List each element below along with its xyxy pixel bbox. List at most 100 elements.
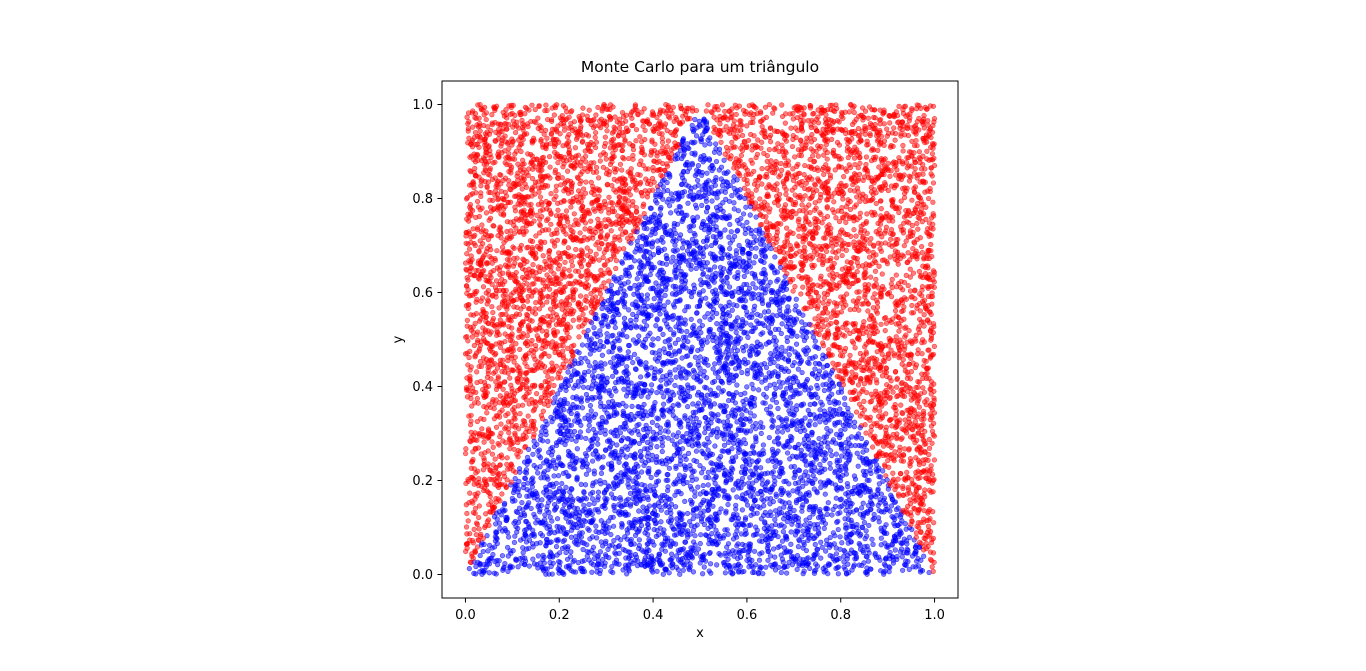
outside-point <box>533 346 539 352</box>
outside-point <box>465 518 471 524</box>
inside-point <box>553 442 560 449</box>
outside-point <box>593 130 599 136</box>
outside-point <box>477 318 483 324</box>
outside-point <box>926 220 933 226</box>
outside-point <box>537 221 543 228</box>
inside-point <box>780 529 786 535</box>
outside-point <box>555 375 561 381</box>
inside-point <box>861 560 867 566</box>
inside-point <box>810 511 816 517</box>
inside-point <box>812 366 818 372</box>
outside-point <box>529 175 536 182</box>
inside-point <box>677 571 683 577</box>
inside-point <box>801 337 808 344</box>
outside-point <box>847 206 854 213</box>
outside-point <box>802 162 808 169</box>
inside-point <box>693 409 699 415</box>
outside-point <box>899 361 905 367</box>
outside-point <box>722 108 728 115</box>
outside-point <box>909 138 915 144</box>
outside-point <box>535 337 542 343</box>
outside-point <box>912 364 919 371</box>
outside-point <box>931 272 937 278</box>
inside-point <box>711 149 718 155</box>
outside-point <box>901 104 907 110</box>
outside-point <box>622 138 628 144</box>
outside-point <box>603 156 609 162</box>
inside-point <box>739 507 745 513</box>
inside-point <box>750 480 756 486</box>
outside-point <box>913 534 919 540</box>
outside-point <box>744 123 750 129</box>
outside-point <box>474 198 481 205</box>
outside-point <box>476 115 482 121</box>
inside-point <box>699 202 705 208</box>
outside-point <box>481 416 487 422</box>
inside-point <box>654 389 660 396</box>
outside-point <box>470 555 476 561</box>
inside-point <box>785 377 791 383</box>
outside-point <box>611 176 617 182</box>
inside-point <box>639 469 645 475</box>
inside-point <box>688 316 694 322</box>
outside-point <box>892 449 898 455</box>
inside-point <box>765 458 771 464</box>
outside-point <box>923 204 929 210</box>
outside-point <box>861 398 867 404</box>
outside-point <box>593 169 600 175</box>
outside-point <box>916 149 923 155</box>
inside-point <box>750 281 756 287</box>
inside-point <box>658 204 664 211</box>
outside-point <box>504 126 510 132</box>
inside-point <box>775 405 781 412</box>
outside-point <box>821 295 827 301</box>
inside-point <box>851 562 858 568</box>
inside-point <box>718 320 725 327</box>
outside-point <box>472 505 479 511</box>
inside-point <box>786 492 792 498</box>
inside-point <box>672 382 678 389</box>
outside-point <box>849 175 855 182</box>
outside-point <box>650 164 656 171</box>
inside-point <box>692 354 699 360</box>
inside-point <box>827 465 834 471</box>
outside-point <box>879 271 885 277</box>
inside-point <box>624 436 631 442</box>
outside-point <box>693 107 700 114</box>
inside-point <box>779 344 785 350</box>
inside-point <box>769 446 776 452</box>
outside-point <box>511 156 518 162</box>
outside-point <box>563 208 570 214</box>
outside-point <box>487 197 493 203</box>
inside-point <box>684 212 690 218</box>
inside-point <box>765 548 771 555</box>
inside-point <box>675 401 681 407</box>
outside-point <box>545 373 551 380</box>
inside-point <box>624 364 630 370</box>
inside-point <box>714 562 720 568</box>
outside-point <box>485 159 492 165</box>
inside-point <box>878 535 884 541</box>
inside-point <box>587 351 593 357</box>
outside-point <box>757 222 763 228</box>
inside-point <box>833 551 840 557</box>
inside-point <box>637 448 644 455</box>
outside-point <box>530 262 536 268</box>
inside-point <box>753 285 759 291</box>
inside-point <box>730 487 736 493</box>
outside-point <box>824 258 831 264</box>
outside-point <box>856 263 862 269</box>
inside-point <box>788 529 794 535</box>
inside-point <box>871 511 877 518</box>
inside-point <box>910 564 916 570</box>
outside-point <box>464 531 470 537</box>
outside-point <box>464 510 470 517</box>
outside-point <box>644 194 650 200</box>
inside-point <box>704 260 710 266</box>
inside-point <box>604 375 610 381</box>
outside-point <box>871 242 877 248</box>
outside-point <box>511 446 517 452</box>
inside-point <box>540 438 546 444</box>
